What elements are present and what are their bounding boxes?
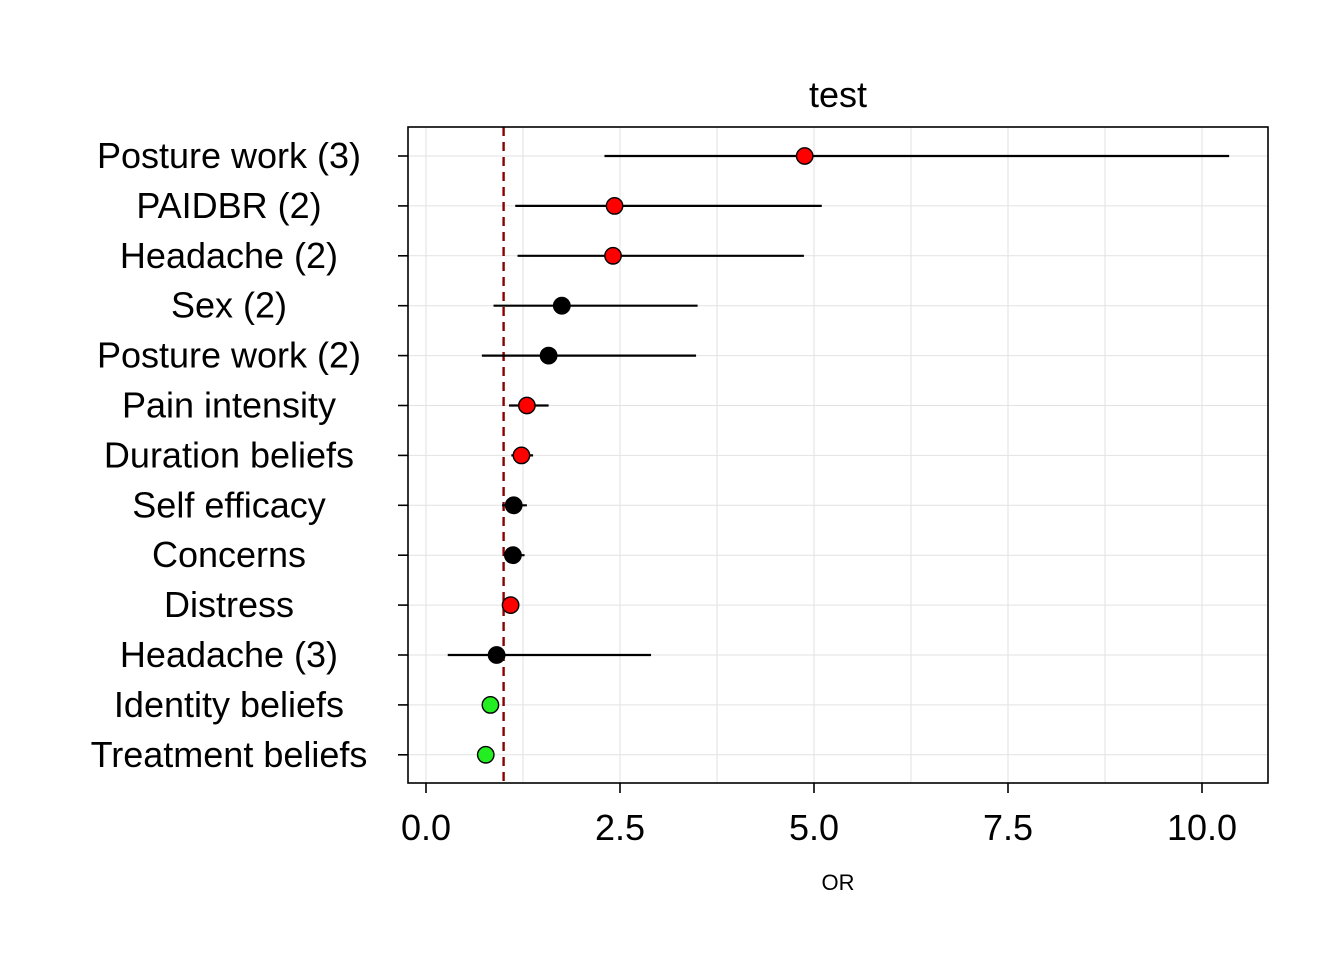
y-tick-label: Posture work (3): [97, 135, 361, 176]
data-point: [504, 496, 523, 515]
x-axis-label: OR: [822, 870, 855, 895]
y-tick-label: Pain intensity: [122, 385, 336, 426]
y-tick-label: Posture work (2): [97, 335, 361, 376]
grid: [408, 127, 1268, 783]
y-tick-label: Treatment beliefs: [91, 734, 368, 775]
y-tick-label: Self efficacy: [132, 484, 325, 525]
x-tick-label: 5.0: [789, 807, 839, 848]
x-tick-label: 0.0: [401, 807, 451, 848]
y-tick-label: Concerns: [152, 534, 306, 575]
y-axis: Posture work (3) PAIDBR (2) Headache (2) Se…: [91, 135, 408, 775]
data-point: [604, 246, 622, 265]
y-tick-label: Sex (2): [171, 285, 287, 326]
data-point: [481, 696, 500, 714]
x-axis: 0.0 2.5 5.0 7.5 10.0: [401, 783, 1237, 848]
confidence-intervals: [447, 154, 1230, 756]
y-tick-label: PAIDBR (2): [136, 185, 321, 226]
y-tick-label: Headache (3): [120, 634, 338, 675]
data-point: [605, 196, 624, 215]
y-tick-label: Identity beliefs: [114, 684, 344, 725]
y-tick-label: Headache (2): [120, 235, 338, 276]
data-point: [487, 646, 506, 664]
data-point: [539, 346, 558, 365]
y-tick-label: Distress: [164, 584, 294, 625]
data-point: [504, 546, 522, 565]
data-point: [795, 147, 814, 165]
data-point: [552, 296, 571, 315]
x-tick-label: 7.5: [983, 807, 1033, 848]
data-point: [501, 596, 520, 614]
data-point: [512, 446, 531, 465]
x-tick-label: 10.0: [1167, 807, 1237, 848]
data-point: [517, 396, 536, 415]
y-tick-label: Duration beliefs: [104, 434, 354, 475]
data-points: [476, 147, 814, 764]
data-point: [476, 745, 495, 764]
x-tick-label: 2.5: [595, 807, 645, 848]
chart-title: test: [809, 74, 867, 115]
